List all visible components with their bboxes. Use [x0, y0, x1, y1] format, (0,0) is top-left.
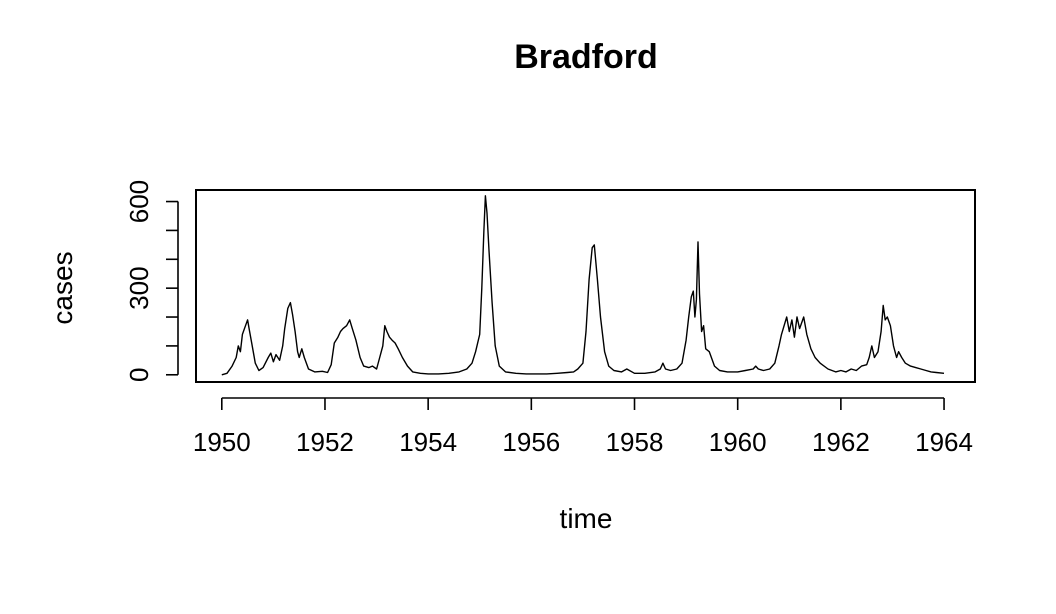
y-tick-label: 0 [124, 368, 154, 382]
x-tick-label: 1962 [812, 427, 870, 457]
y-tick-label: 300 [124, 266, 154, 309]
x-axis-title: time [560, 503, 613, 534]
chart-title: Bradford [514, 38, 658, 76]
series-layer [221, 195, 945, 376]
plot-frame [195, 189, 976, 383]
series-line-0 [221, 195, 945, 376]
x-tick-label: 1950 [193, 427, 251, 457]
y-axis-title: cases [47, 251, 78, 324]
x-tick-label: 1954 [399, 427, 457, 457]
x-axis: 1950 1952 1954 1956 1958 1960 1962 1964 [193, 397, 973, 457]
y-axis: 0 300 600 [124, 180, 179, 382]
x-tick-label: 1952 [296, 427, 354, 457]
x-tick-label: 1958 [606, 427, 664, 457]
x-tick-label: 1964 [915, 427, 973, 457]
y-tick-label: 600 [124, 180, 154, 223]
x-tick-label: 1956 [502, 427, 560, 457]
x-tick-label: 1960 [709, 427, 767, 457]
